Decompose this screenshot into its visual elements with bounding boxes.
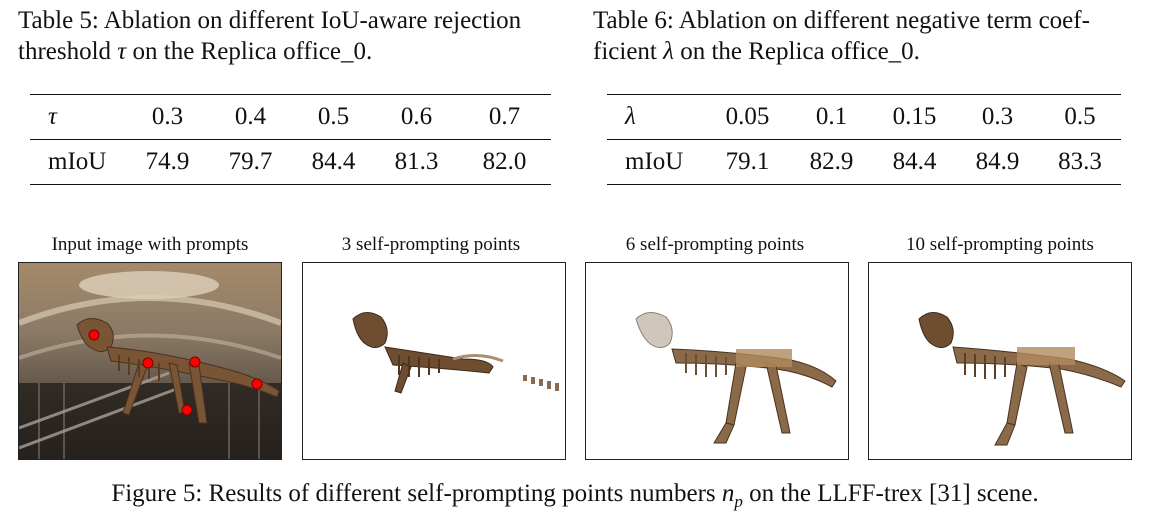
table6-caption: Table 6: Ablation on different negative … <box>593 5 1150 67</box>
table6-value-cell: 83.3 <box>1039 139 1121 185</box>
table6: λ 0.05 0.1 0.15 0.3 0.5 mIoU 79.1 82.9 8… <box>607 94 1121 185</box>
table6-row-label: mIoU <box>607 139 705 185</box>
trex-segmentation-6 <box>635 312 837 444</box>
table5: τ 0.3 0.4 0.5 0.6 0.7 mIoU 74.9 79.7 84.… <box>30 94 551 185</box>
table6-caption-symbol: λ <box>663 38 674 65</box>
table6-header-label: λ <box>607 94 705 140</box>
figure-caption-part2: on the LLFF-trex [31] scene. <box>742 480 1039 507</box>
table6-value-cell: 84.9 <box>956 139 1039 185</box>
table5-value-cell: 74.9 <box>126 139 209 185</box>
figure-caption-symbol: n <box>721 480 735 507</box>
trex-segmentation-10 <box>918 312 1126 446</box>
input-image-panel <box>18 262 282 460</box>
panel-title-10-points: 10 self-prompting points <box>906 234 1094 255</box>
table6-value-cell: 84.4 <box>873 139 956 185</box>
table5-header-cell: 0.7 <box>458 94 551 140</box>
table5-value-cell: 79.7 <box>209 139 292 185</box>
table6-caption-line2b: on the Replica office_0. <box>673 38 920 65</box>
table6-header-cell: 0.5 <box>1039 94 1121 140</box>
panel-title-3-points: 3 self-prompting points <box>341 234 521 255</box>
figure-caption-subscript: p <box>734 492 743 511</box>
table6-header-cell: 0.15 <box>873 94 956 140</box>
result-panel-3-points <box>302 262 566 460</box>
trex-segmentation-3 <box>352 312 559 394</box>
table5-value-cell: 81.3 <box>375 139 458 185</box>
table5-header-cell: 0.6 <box>375 94 458 140</box>
table5-row-label: mIoU <box>30 139 126 185</box>
table5-header-cell: 0.4 <box>209 94 292 140</box>
result-panel-6-points <box>585 262 849 460</box>
table6-value-cell: 82.9 <box>790 139 873 185</box>
table6-header-cell: 0.05 <box>705 94 790 140</box>
table5-caption: Table 5: Ablation on different IoU-aware… <box>18 5 578 67</box>
panel-title-6-points: 6 self-prompting points <box>625 234 805 255</box>
table5-caption-line1: Table 5: Ablation on different IoU-aware… <box>18 7 522 34</box>
table5-header-cell: 0.3 <box>126 94 209 140</box>
table6-value-cell: 79.1 <box>705 139 790 185</box>
table6-value-row: mIoU 79.1 82.9 84.4 84.9 83.3 <box>607 139 1121 185</box>
table5-caption-symbol: τ <box>117 38 127 65</box>
table5-header-cell: 0.5 <box>292 94 375 140</box>
panel-title-input: Input image with prompts <box>51 234 249 255</box>
table5-header-row: τ 0.3 0.4 0.5 0.6 0.7 <box>30 94 551 140</box>
table6-header-cell: 0.3 <box>956 94 1039 140</box>
table5-value-cell: 84.4 <box>292 139 375 185</box>
prompt-points <box>88 329 263 416</box>
table6-caption-line1: Table 6: Ablation on different negative … <box>593 7 1090 34</box>
table5-header-label: τ <box>30 94 126 140</box>
result-panel-10-points <box>868 262 1132 460</box>
input-photo <box>19 263 281 459</box>
table5-caption-line2b: on the Replica office_0. <box>126 38 373 65</box>
table5-value-cell: 82.0 <box>458 139 551 185</box>
table6-header-row: λ 0.05 0.1 0.15 0.3 0.5 <box>607 94 1121 140</box>
table6-header-cell: 0.1 <box>790 94 873 140</box>
table6-caption-line2a: ficient <box>593 38 664 65</box>
table5-caption-line2a: threshold <box>18 38 118 65</box>
figure-caption-part1: Figure 5: Results of different self-prom… <box>111 480 722 507</box>
table5-value-row: mIoU 74.9 79.7 84.4 81.3 82.0 <box>30 139 551 185</box>
figure-caption: Figure 5: Results of different self-prom… <box>0 480 1150 512</box>
